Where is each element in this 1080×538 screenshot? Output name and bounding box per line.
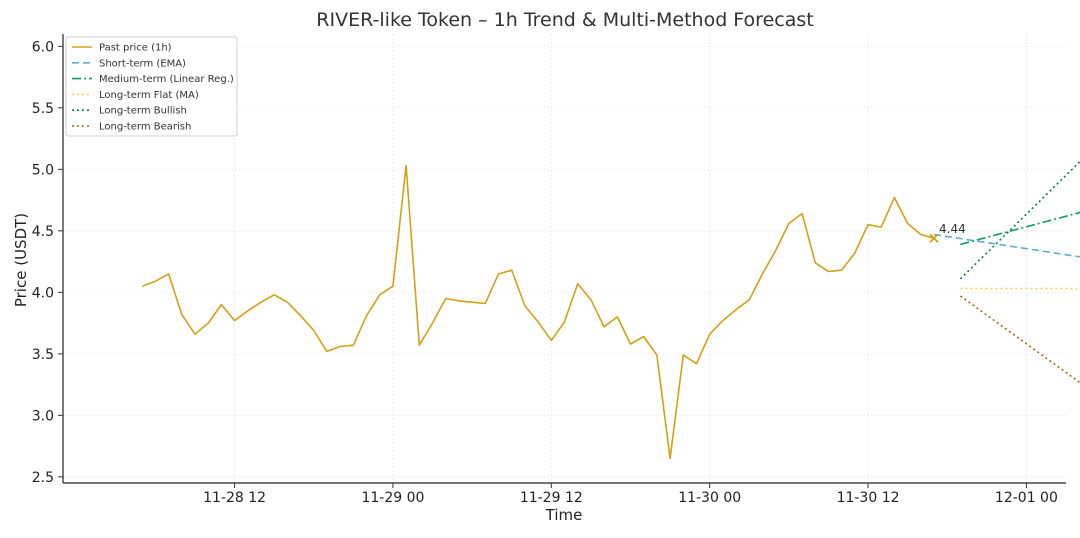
x-tick-label: 11-29 12: [520, 490, 583, 506]
series-line-2: [960, 211, 1080, 246]
y-tick-label: 3.0: [32, 408, 54, 424]
y-tick-label: 5.5: [32, 101, 54, 117]
series-line-0: [141, 164, 935, 460]
series-line-1: [933, 233, 1080, 258]
y-tick-label: 6.0: [32, 39, 54, 55]
legend-box: [65, 36, 238, 137]
last-price-label: 4.44: [939, 222, 966, 236]
y-tick-label: 3.5: [32, 347, 54, 363]
y-tick-label: 4.5: [32, 224, 54, 240]
legend-label-1: Short-term (EMA): [99, 58, 186, 69]
y-tick-label: 5.0: [32, 162, 54, 178]
legend-label-5: Long-term Bearish: [99, 122, 191, 133]
y-ticks: 2.5 3.0 3.5 4.0 4.5 5.0 5.5 6.0: [32, 39, 63, 486]
x-tick-label: 11-30 00: [678, 490, 741, 506]
legend-label-0: Past price (1h): [99, 43, 172, 54]
legend-label-2: Medium-term (Linear Reg.): [99, 74, 234, 85]
series-line-5: [959, 295, 1080, 384]
x-tick-label: 11-29 00: [361, 490, 424, 506]
x-tick-label: 12-01 00: [995, 490, 1058, 506]
x-tick-label: 11-30 12: [837, 490, 900, 506]
y-axis-label: Price (USDT): [12, 213, 30, 307]
grid: [63, 34, 1066, 483]
chart-title: RIVER-like Token – 1h Trend & Multi-Meth…: [316, 9, 813, 31]
x-ticks: 11-28 12 11-29 00 11-29 12 11-30 00 11-30 12…: [203, 483, 1058, 506]
x-tick-label: 11-28 12: [203, 490, 266, 506]
x-axis-label: Time: [545, 506, 583, 524]
legend: Past price (1h) Short-term (EMA) Medium-te…: [65, 36, 238, 137]
y-tick-label: 4.0: [32, 285, 54, 301]
series-line-4: [959, 160, 1080, 280]
y-tick-label: 2.5: [32, 470, 54, 486]
series-layer: [141, 160, 1080, 460]
legend-label-3: Long-term Flat (MA): [99, 90, 199, 101]
axes: [62, 34, 1066, 484]
last-price-marker: [929, 233, 939, 243]
legend-label-4: Long-term Bullish: [99, 106, 187, 117]
annotation-layer: 4.44: [929, 222, 966, 243]
